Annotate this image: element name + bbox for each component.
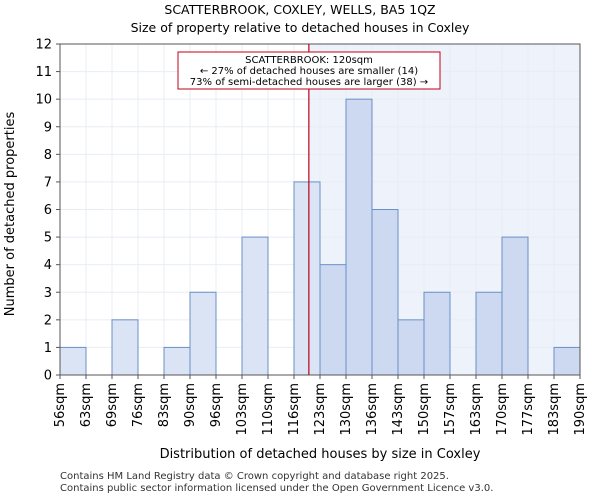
x-tick-label: 177sqm bbox=[521, 383, 536, 436]
bar-90sqm bbox=[189, 291, 217, 376]
y-tick-label: 3 bbox=[44, 286, 52, 301]
bar-170sqm bbox=[501, 236, 529, 376]
bar-56sqm bbox=[59, 346, 87, 376]
annotation-line-2: ← 27% of detached houses are smaller (14… bbox=[200, 66, 418, 77]
x-tick-label: 170sqm bbox=[495, 383, 510, 436]
x-tick-label: 163sqm bbox=[469, 383, 484, 436]
x-axis-label: Distribution of detached houses by size … bbox=[160, 447, 481, 462]
y-tick-label: 6 bbox=[44, 203, 52, 218]
y-tick-label: 1 bbox=[44, 341, 52, 356]
x-tick-label: 69sqm bbox=[105, 383, 120, 427]
x-tick-label: 150sqm bbox=[417, 383, 432, 436]
y-tick-label: 12 bbox=[35, 38, 52, 53]
x-tick-label: 123sqm bbox=[313, 383, 328, 436]
y-tick-label: 9 bbox=[44, 120, 52, 135]
x-tick-label: 143sqm bbox=[391, 383, 406, 436]
y-axis-label: Number of detached properties bbox=[3, 112, 18, 317]
bar-103sqm bbox=[241, 236, 269, 376]
x-tick-label: 56sqm bbox=[53, 383, 68, 427]
y-tick-label: 11 bbox=[35, 65, 52, 80]
footer-line-2: Contains public sector information licen… bbox=[60, 483, 494, 494]
bar-130sqm bbox=[345, 98, 373, 376]
bar-150sqm bbox=[423, 291, 451, 376]
x-tick-label: 96sqm bbox=[209, 383, 224, 427]
bar-136sqm bbox=[371, 209, 399, 376]
x-tick-label: 90sqm bbox=[183, 383, 198, 427]
bar-163sqm bbox=[475, 291, 503, 376]
bar-183sqm bbox=[553, 346, 581, 376]
annotation-line-1: SCATTERBROOK: 120sqm bbox=[245, 55, 373, 66]
x-tick-label: 157sqm bbox=[443, 383, 458, 436]
y-tick-label: 5 bbox=[44, 231, 52, 246]
annotation-line-3: 73% of semi-detached houses are larger (… bbox=[190, 77, 428, 88]
x-tick-label: 83sqm bbox=[157, 383, 172, 427]
x-tick-label: 110sqm bbox=[261, 383, 276, 436]
chart-title: SCATTERBROOK, COXLEY, WELLS, BA5 1QZ bbox=[164, 2, 435, 17]
bar-83sqm bbox=[163, 346, 191, 376]
y-tick-label: 0 bbox=[44, 369, 52, 384]
x-tick-label: 76sqm bbox=[131, 383, 146, 427]
bar-123sqm bbox=[319, 264, 347, 376]
footer-line-1: Contains HM Land Registry data © Crown c… bbox=[60, 471, 449, 482]
bar-143sqm bbox=[397, 319, 425, 376]
bar-116sqm bbox=[293, 181, 321, 376]
y-tick-label: 4 bbox=[44, 258, 52, 273]
x-tick-label: 63sqm bbox=[79, 383, 94, 427]
x-tick-label: 190sqm bbox=[573, 383, 588, 436]
y-tick-label: 2 bbox=[44, 313, 52, 328]
x-tick-label: 103sqm bbox=[235, 383, 250, 436]
y-tick-label: 7 bbox=[44, 175, 52, 190]
annotation-box bbox=[177, 51, 441, 90]
chart-subtitle: Size of property relative to detached ho… bbox=[131, 20, 470, 35]
x-tick-label: 183sqm bbox=[547, 383, 562, 436]
bar-69sqm bbox=[111, 319, 139, 376]
x-tick-label: 130sqm bbox=[339, 383, 354, 436]
x-tick-label: 116sqm bbox=[287, 383, 302, 436]
x-tick-label: 136sqm bbox=[365, 383, 380, 436]
y-tick-label: 8 bbox=[44, 148, 52, 163]
y-tick-label: 10 bbox=[35, 93, 52, 108]
